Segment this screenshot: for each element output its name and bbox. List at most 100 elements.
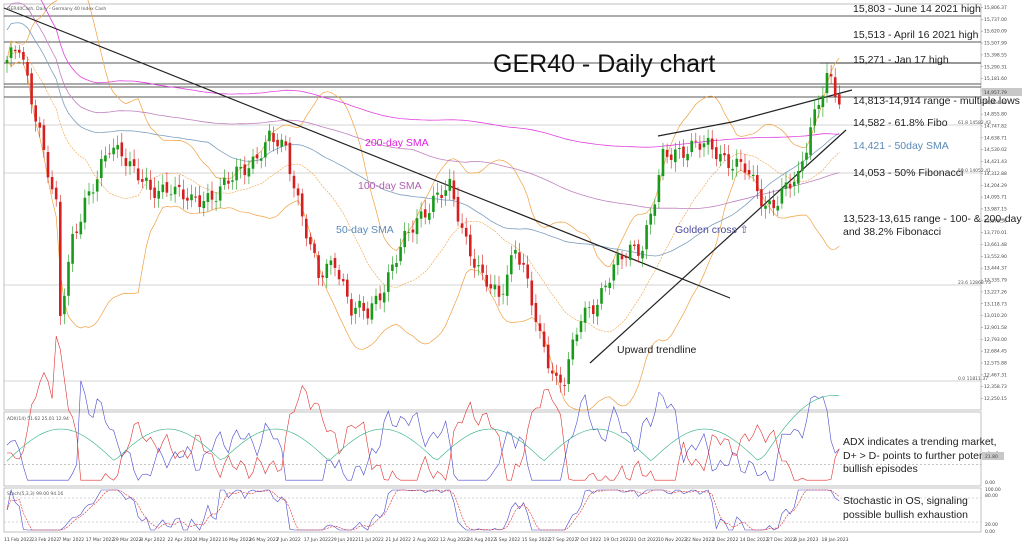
candle-body-90	[374, 295, 378, 305]
x-tick-22: 19 Oct 2022	[604, 537, 632, 543]
candle-body-60	[251, 156, 255, 169]
candle-body-178	[735, 158, 739, 167]
x-tick-18: 5 Sep 2022	[495, 537, 521, 543]
candle-body-58	[243, 164, 247, 176]
candle-body-129	[534, 302, 538, 323]
candle-body-59	[247, 168, 251, 177]
candle-body-142	[587, 307, 591, 309]
candle-body-80	[333, 258, 337, 268]
candle-body-3	[18, 49, 21, 53]
candle-body-174	[719, 153, 722, 162]
candle-body-169	[698, 143, 702, 150]
level-label-4: 14,582 - 61.8% Fibo	[853, 117, 948, 129]
candle-body-122	[505, 274, 509, 296]
candle-body-77	[321, 275, 324, 278]
candle-body-153	[633, 244, 636, 247]
candle-body-9	[42, 125, 46, 150]
candle-body-30	[128, 161, 132, 167]
candle-body-192	[792, 181, 796, 187]
candle-body-94	[391, 264, 394, 271]
candle-body-46	[194, 196, 197, 198]
candle-body-161	[665, 149, 669, 157]
candle-body-154	[637, 244, 640, 256]
candle-body-20	[87, 191, 91, 196]
candle-body-52	[218, 186, 222, 201]
candle-body-162	[669, 154, 673, 160]
candle-body-53	[223, 178, 226, 185]
candle-body-72	[300, 193, 304, 217]
stoch-tick-2: 20.00	[985, 522, 998, 528]
candle-body-57	[239, 166, 242, 169]
candle-body-79	[329, 260, 333, 266]
candle-body-166	[686, 153, 689, 161]
candle-body-81	[337, 269, 341, 280]
fibo-label-1: 50.0 14052.41	[958, 168, 991, 174]
candle-body-43	[182, 189, 185, 200]
candle-body-163	[674, 149, 677, 163]
x-tick-12: 29 Jun 2022	[331, 537, 358, 543]
candle-body-191	[788, 183, 792, 189]
adx-tick-1: 0.00	[985, 480, 995, 486]
candle-body-115	[477, 265, 480, 267]
candle-body-172	[710, 138, 714, 150]
candle-body-196	[809, 127, 812, 156]
x-tick-9: 26 May 2022	[249, 537, 278, 543]
candle-body-199	[821, 95, 825, 108]
stoch-header: Stoch(5,3,3) 99.00 94.16	[7, 491, 63, 497]
candle-body-33	[141, 179, 144, 182]
level-label-7: 13,523-13,615 range - 100- & 200-day	[843, 213, 1022, 225]
candle-body-99	[411, 229, 415, 233]
candle-body-35	[149, 179, 152, 190]
x-tick-11: 17 Jun 2022	[304, 537, 331, 543]
candle-body-147	[608, 282, 611, 289]
candle-body-82	[341, 279, 345, 282]
stoch-d-line	[6, 489, 840, 531]
candle-body-100	[415, 218, 419, 235]
y-tick-17: 13,987.15	[984, 206, 1007, 212]
candle-body-119	[493, 284, 497, 290]
candle-body-8	[38, 122, 42, 128]
candle-body-146	[604, 285, 607, 288]
candle-body-184	[760, 189, 763, 207]
candle-body-141	[583, 307, 587, 323]
y-tick-18: 13,878.56	[984, 218, 1007, 224]
candle-body-55	[231, 180, 234, 182]
x-tick-27: 14 Dec 2022	[740, 537, 769, 543]
candle-body-84	[350, 299, 353, 316]
candle-body-128	[530, 280, 534, 306]
candle-body-66	[276, 139, 279, 147]
candle-body-136	[563, 385, 566, 387]
x-tick-20: 27 Sep 2022	[549, 537, 578, 543]
candle-body-71	[296, 188, 300, 196]
x-tick-17: 24 Aug 2022	[467, 537, 496, 543]
candle-body-7	[34, 105, 37, 122]
candle-body-112	[464, 227, 468, 237]
candle-body-51	[214, 201, 218, 202]
x-tick-15: 2 Aug 2022	[413, 537, 439, 543]
sma200-line	[40, 0, 840, 148]
adx-header: ADX(14) 51.62 25.01 12.94	[7, 416, 69, 422]
candle-body-61	[255, 154, 259, 159]
candle-body-15	[67, 261, 70, 296]
candle-body-5	[26, 61, 29, 76]
y-tick-16: 14,095.71	[984, 195, 1007, 201]
candle-body-157	[649, 213, 652, 225]
candle-body-194	[801, 161, 804, 171]
candle-body-165	[682, 146, 685, 158]
candle-body-74	[309, 237, 312, 245]
candle-body-177	[731, 168, 734, 171]
sma50-label: 50-day SMA	[336, 224, 394, 236]
candle-body-62	[259, 158, 263, 161]
candle-body-39	[165, 182, 169, 193]
stoch-note-0: Stochastic in OS, signaling	[843, 495, 968, 507]
candle-body-135	[559, 374, 562, 383]
candle-body-17	[75, 231, 78, 233]
candle-body-89	[370, 303, 374, 320]
candle-body-130	[538, 323, 542, 331]
y-tick-21: 13,552.90	[984, 254, 1007, 260]
x-tick-24: 10 Nov 2022	[658, 537, 687, 543]
stoch-tick-3: 0.00	[985, 529, 995, 535]
candle-body-133	[551, 370, 554, 374]
wedge-upper-line	[657, 121, 733, 137]
level-label-7b: and 38.2% Fibonacci	[843, 226, 941, 238]
